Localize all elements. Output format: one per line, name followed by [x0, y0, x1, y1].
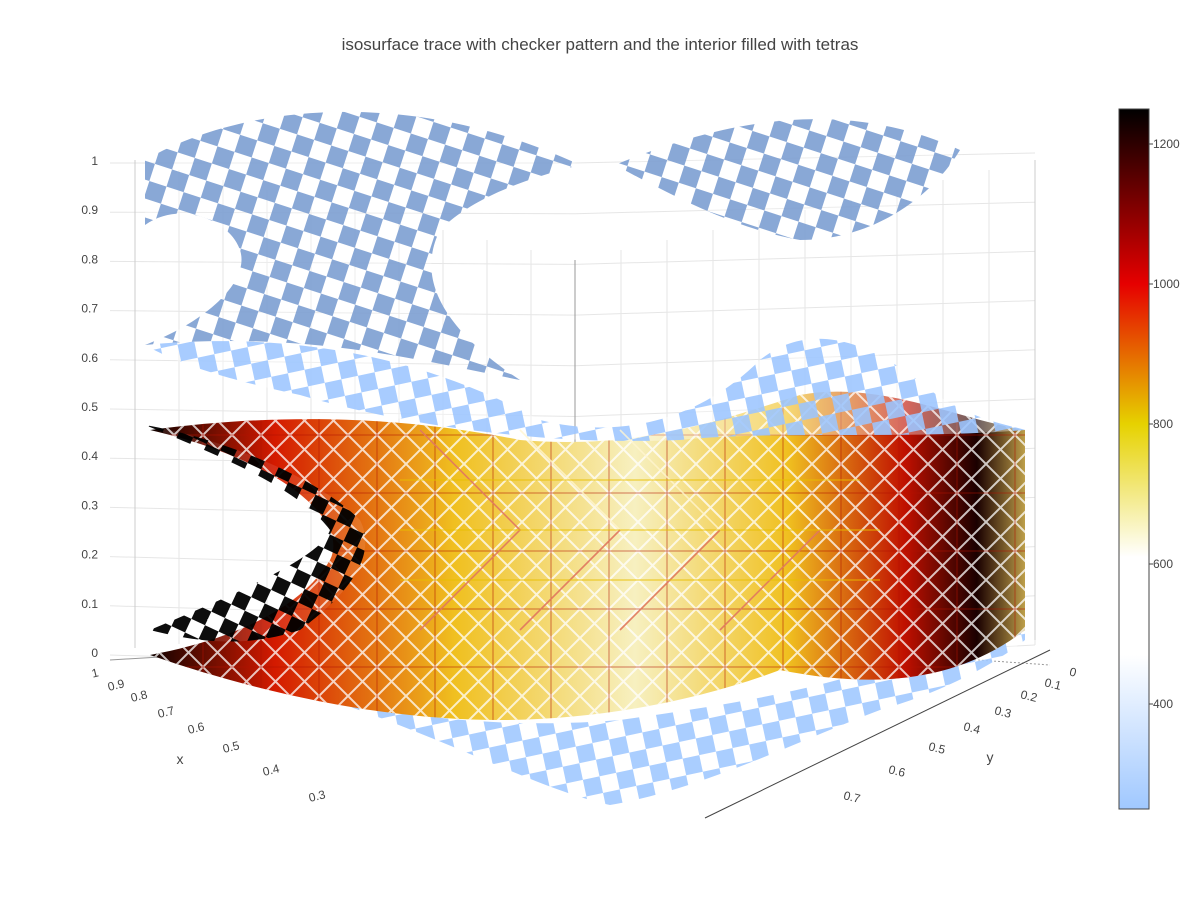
x-tick-label: 0.5 [221, 738, 241, 756]
y-tick-label: 0 [1068, 665, 1078, 680]
colorbar-tick-label: 1000 [1153, 277, 1180, 291]
x-tick-label: 0.7 [156, 703, 176, 721]
z-tick-label: 0 [91, 646, 98, 660]
z-tick-label: 0.6 [81, 351, 98, 365]
tetra-edges [400, 429, 880, 631]
y-tick-label: 0.5 [927, 739, 947, 757]
colorbar-tick-label: 1200 [1153, 137, 1180, 151]
middle-checker-surface [145, 338, 1025, 441]
x-axis-ticks: 1 0.90.8 0.7 0.6 0.5 0.4 0.3 [90, 665, 327, 804]
left-dark-checker-surface [145, 425, 366, 642]
grid-line [574, 300, 1036, 316]
z-axis-ticks: 0 0.1 0.2 0.3 0.4 0.5 0.6 0.7 0.8 0.9 1 [81, 154, 98, 660]
z-tick-label: 0.9 [81, 203, 98, 217]
x-axis-title: x [177, 751, 184, 767]
colorbar-ticks: 1200 1000 800 600 400 [1149, 137, 1180, 711]
isosurface-trace[interactable] [140, 111, 1040, 805]
z-tick-label: 0.4 [81, 449, 98, 463]
top-left-checker-surface [145, 111, 580, 380]
x-tick-label: 0.3 [307, 787, 327, 805]
colorbar[interactable]: 1200 1000 800 600 400 [1118, 108, 1180, 810]
y-tick-label: 0.6 [887, 762, 907, 780]
bottom-checker-surface [330, 600, 1025, 805]
z-tick-label: 0.8 [81, 252, 98, 266]
x-tick-label: 0.6 [186, 719, 206, 737]
colorbar-gradient [1118, 108, 1150, 810]
y-axis-title: y [987, 749, 994, 765]
y-tick-label: 0.3 [993, 703, 1013, 721]
colorbar-tick-label: 400 [1153, 697, 1173, 711]
y-tick-label: 0.1 [1043, 675, 1063, 693]
z-tick-label: 1 [91, 154, 98, 168]
y-tick-label: 0.7 [842, 788, 862, 806]
grid-line [574, 250, 1036, 265]
y-axis-line [704, 649, 1051, 819]
z-tick-label: 0.2 [81, 548, 98, 562]
colorbar-tick-label: 800 [1153, 417, 1173, 431]
y-tick-label: 0.4 [962, 719, 982, 737]
chart-title: isosurface trace with checker pattern an… [342, 35, 859, 54]
colorbar-tick-label: 600 [1153, 557, 1173, 571]
y-axis-ticks: 0 0.10.2 0.3 0.4 0.5 0.6 0.7 [842, 665, 1078, 806]
z-tick-label: 0.5 [81, 400, 98, 414]
x-tick-label: 0.8 [129, 687, 149, 705]
x-tick-label: 0.9 [106, 676, 126, 694]
y-tick-label: 0.2 [1019, 687, 1039, 705]
z-tick-label: 0.1 [81, 597, 98, 611]
x-tick-label: 1 [90, 665, 100, 680]
top-right-checker-surface [615, 119, 960, 240]
z-tick-label: 0.3 [81, 498, 98, 512]
z-tick-label: 0.7 [81, 302, 98, 316]
x-tick-label: 0.4 [261, 761, 281, 779]
